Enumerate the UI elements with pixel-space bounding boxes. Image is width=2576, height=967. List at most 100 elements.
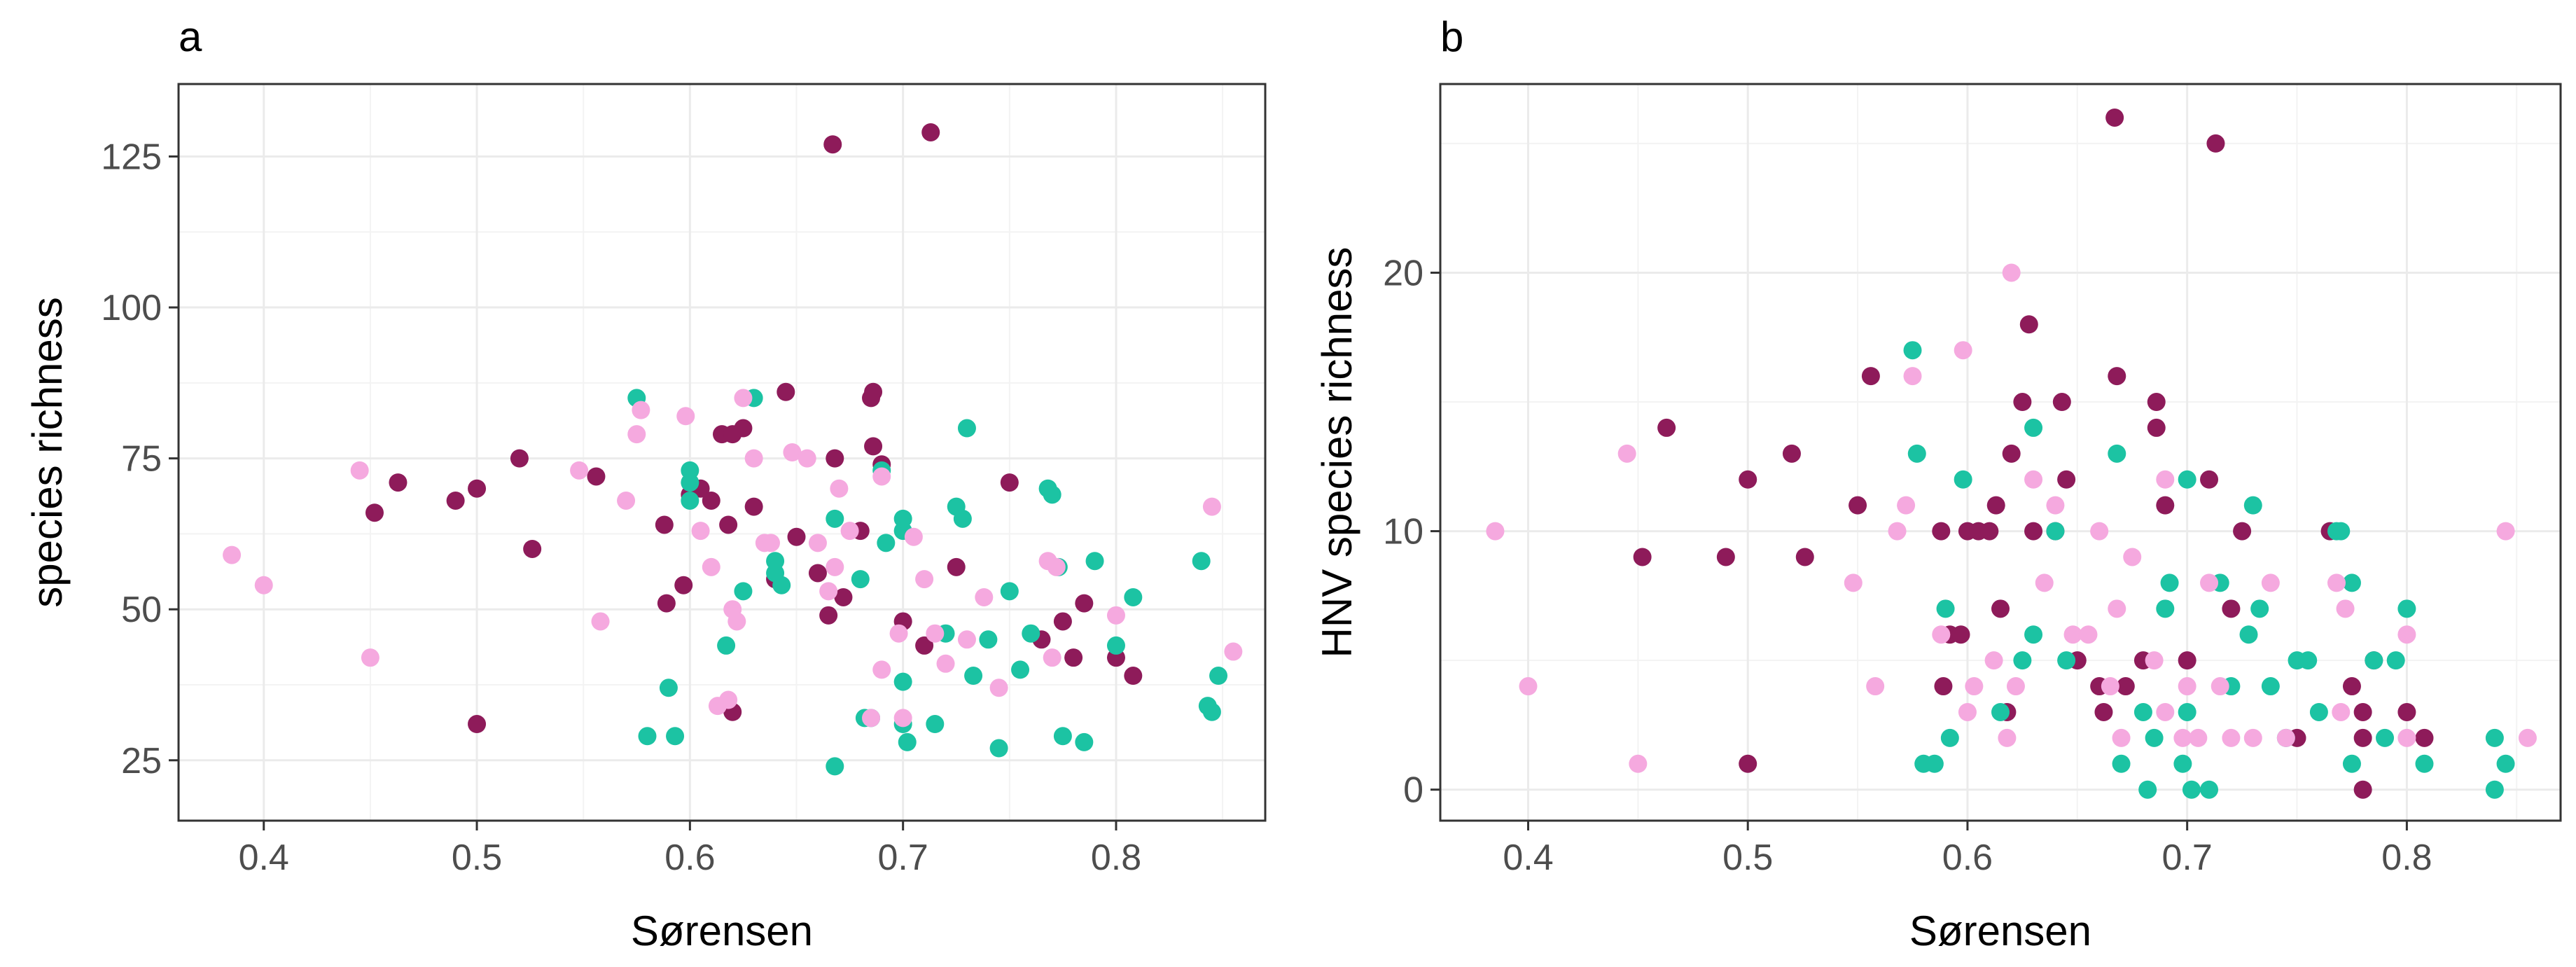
panel-a-x-tick-label: 0.5	[452, 837, 502, 878]
panel-b-point-series-3	[2243, 728, 2262, 747]
panel-b-point-series-2	[2178, 702, 2196, 721]
panel-b-point-series-1	[1657, 418, 1676, 437]
panel-b-point-series-2	[2200, 780, 2219, 799]
panel-b-point-series-1	[1739, 470, 1757, 489]
panel-b-point-series-2	[2261, 677, 2280, 696]
panel-a-point-series-1	[365, 503, 384, 522]
panel-b-point-series-3	[2112, 728, 2131, 747]
panel-b-y-tick-label: 10	[1383, 512, 1423, 552]
panel-a-point-series-1	[702, 491, 720, 510]
panel-b-point-series-3	[2222, 728, 2241, 747]
panel-a-point-series-1	[808, 564, 827, 583]
panel-a-point-series-3	[904, 527, 923, 546]
panel-b-point-series-1	[2024, 522, 2043, 541]
panel-b-point-series-2	[2108, 444, 2126, 463]
panel-a-point-series-3	[761, 534, 780, 552]
panel-a-point-series-1	[587, 467, 606, 486]
panel-a-point-series-3	[893, 709, 912, 728]
panel-b-point-series-2	[2485, 728, 2504, 747]
panel-a-point-series-1	[864, 382, 883, 401]
panel-b-point-series-3	[2145, 651, 2164, 670]
panel-b-point-series-2	[1991, 702, 2010, 721]
panel-b-point-series-2	[2365, 651, 2383, 670]
panel-b-point-series-1	[1795, 548, 1814, 566]
panel-a-label: a	[179, 13, 202, 60]
panel-b-point-series-2	[2239, 625, 2258, 644]
panel-a-point-series-1	[657, 594, 676, 613]
panel-b-point-series-2	[1940, 728, 1959, 747]
panel-b-point-series-3	[2108, 599, 2126, 618]
panel-a-point-series-2	[766, 552, 785, 571]
panel-a-point-series-3	[989, 679, 1008, 697]
panel-b-point-series-3	[2101, 677, 2119, 696]
panel-a-point-series-3	[1043, 648, 1061, 667]
panel-b-point-series-2	[2496, 754, 2515, 773]
panel-b-point-series-1	[2019, 315, 2038, 334]
panel-b-point-series-3	[2006, 677, 2025, 696]
panel-b-point-series-3	[2336, 599, 2355, 618]
panel-b-point-series-3	[1629, 754, 1648, 773]
panel-a-point-series-1	[1064, 648, 1083, 667]
panel-b-x-tick-label: 0.5	[1722, 837, 1773, 878]
panel-b-point-series-3	[2189, 728, 2208, 747]
panel-b-x-axis-title: Sørensen	[1909, 907, 2091, 954]
panel-a-point-series-1	[826, 449, 844, 468]
panel-a-point-series-2	[772, 576, 791, 594]
panel-b-point-series-2	[2133, 702, 2152, 721]
panel-a-point-series-3	[808, 534, 827, 552]
panel-a-y-tick-label: 100	[101, 288, 162, 328]
panel-b-point-series-1	[2200, 470, 2219, 489]
panel-b: b 0.4 0.5 0.6 0.7 0.8 0 10 20 Sørensen HNV spec…	[1314, 13, 2562, 954]
panel-a-point-series-2	[1209, 667, 1228, 686]
panel-a-point-series-3	[1224, 642, 1243, 661]
panel-a-point-series-3	[350, 461, 369, 480]
panel-b-point-series-1	[2342, 677, 2361, 696]
panel-b-point-series-1	[2116, 677, 2135, 696]
panel-a-point-series-3	[1047, 557, 1066, 576]
panel-a-point-series-2	[826, 757, 844, 776]
panel-a-point-series-3	[915, 570, 934, 589]
panel-b-point-series-3	[1984, 651, 2003, 670]
panel-b-y-axis-title: HNV species richness	[1314, 247, 1360, 658]
panel-a-x-tick-label: 0.7	[878, 837, 928, 878]
panel-b-point-series-2	[1936, 599, 1955, 618]
panel-b-point-series-2	[2156, 599, 2175, 618]
panel-a-point-series-1	[655, 515, 674, 534]
panel-a-point-series-1	[921, 123, 940, 141]
panel-b-point-series-2	[2485, 780, 2504, 799]
panel-a-ticks: 0.4 0.5 0.6 0.7 0.8 25 50 75 100 125	[101, 137, 1141, 878]
panel-b-point-series-2	[1907, 444, 1926, 463]
panel-b-point-series-3	[1954, 341, 1972, 360]
panel-b-point-series-2	[2138, 780, 2157, 799]
panel-a-point-series-2	[957, 419, 976, 438]
panel-a-point-series-1	[719, 515, 738, 534]
panel-b-point-series-3	[1617, 444, 1636, 463]
panel-a-point-series-3	[936, 654, 955, 673]
panel-a-point-series-3	[719, 690, 738, 709]
panel-a-point-series-3	[617, 491, 636, 510]
panel-b-point-series-2	[2057, 651, 2076, 670]
panel-b-point-series-3	[1486, 522, 1505, 541]
panel-a-point-series-1	[834, 587, 853, 606]
panel-b-point-series-3	[2035, 573, 2054, 592]
panel-a-point-series-2	[1085, 552, 1104, 571]
panel-b-point-series-3	[1844, 573, 1863, 592]
panel-a-point-series-2	[681, 473, 699, 492]
panel-b-y-tick-label: 0	[1403, 770, 1423, 811]
panel-b-point-series-3	[2332, 702, 2351, 721]
panel-a-point-series-3	[1106, 606, 1125, 625]
panel-b-x-tick-label: 0.6	[1942, 837, 1993, 878]
panel-b-point-series-3	[2397, 728, 2416, 747]
panel-a: a 0.4 0.5 0.6 0.7 0.8 25 50 75 100 125 Sørensen s…	[24, 13, 1267, 954]
panel-a-point-series-1	[787, 527, 806, 546]
panel-a-point-series-2	[717, 636, 736, 655]
panel-a-point-series-3	[819, 582, 838, 601]
panel-a-point-series-1	[734, 419, 753, 438]
panel-a-y-tick-label: 75	[121, 439, 162, 480]
panel-b-point-series-3	[2261, 573, 2280, 592]
panel-a-point-series-2	[898, 732, 917, 751]
panel-b-point-series-2	[2024, 418, 2043, 437]
panel-b-point-series-3	[2123, 548, 2142, 566]
panel-b-point-series-2	[2178, 470, 2196, 489]
